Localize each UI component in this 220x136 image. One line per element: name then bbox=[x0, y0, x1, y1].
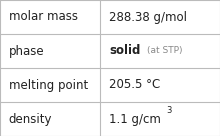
Text: 288.38 g/mol: 288.38 g/mol bbox=[109, 10, 187, 24]
Text: melting point: melting point bbox=[9, 78, 88, 92]
Text: phase: phase bbox=[9, 44, 44, 58]
Text: 205.5 °C: 205.5 °C bbox=[109, 78, 160, 92]
Text: solid: solid bbox=[109, 44, 140, 58]
Text: (at STP): (at STP) bbox=[147, 47, 183, 55]
Text: density: density bbox=[9, 112, 52, 126]
Text: 1.1 g/cm: 1.1 g/cm bbox=[109, 112, 161, 126]
Text: molar mass: molar mass bbox=[9, 10, 78, 24]
Text: 3: 3 bbox=[166, 106, 171, 115]
